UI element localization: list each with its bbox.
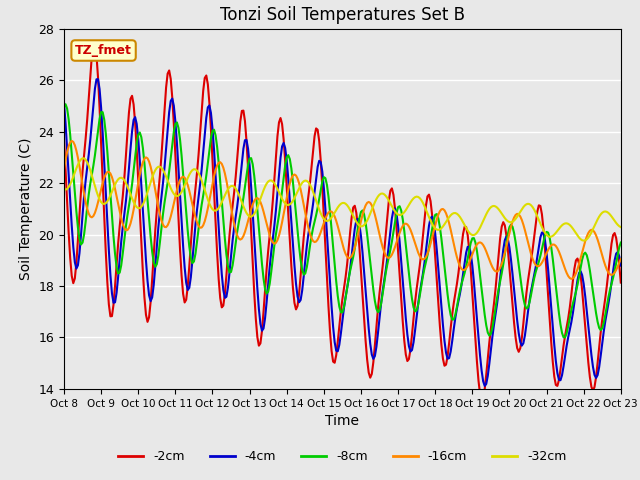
-8cm: [77, 241, 85, 247]
-4cm: [397, 258, 405, 264]
-16cm: [568, 276, 575, 282]
-2cm: [617, 280, 625, 286]
X-axis label: Time: Time: [325, 414, 360, 428]
Y-axis label: Soil Temperature (C): Soil Temperature (C): [19, 138, 33, 280]
-8cm: [61, 101, 69, 107]
Legend: -2cm, -4cm, -8cm, -16cm, -32cm: -2cm, -4cm, -8cm, -16cm, -32cm: [113, 445, 572, 468]
-8cm: [60, 105, 68, 110]
-4cm: [552, 358, 559, 364]
-32cm: [617, 224, 625, 230]
-2cm: [379, 264, 387, 270]
-4cm: [617, 263, 625, 268]
-32cm: [410, 195, 417, 201]
-32cm: [76, 159, 83, 165]
-32cm: [60, 186, 68, 192]
-2cm: [76, 212, 83, 217]
-4cm: [76, 250, 83, 256]
Line: -16cm: -16cm: [64, 141, 621, 279]
-4cm: [379, 288, 387, 294]
-8cm: [560, 335, 568, 340]
-16cm: [410, 236, 417, 241]
-16cm: [550, 242, 558, 248]
-4cm: [481, 383, 488, 389]
-4cm: [165, 109, 173, 115]
Title: Tonzi Soil Temperatures Set B: Tonzi Soil Temperatures Set B: [220, 6, 465, 24]
-16cm: [379, 244, 387, 250]
-16cm: [77, 173, 85, 179]
-8cm: [550, 269, 558, 275]
-4cm: [60, 99, 68, 105]
Text: TZ_fmet: TZ_fmet: [75, 44, 132, 57]
-2cm: [552, 382, 559, 388]
-32cm: [397, 212, 405, 217]
-4cm: [94, 76, 102, 82]
-8cm: [379, 291, 387, 297]
Line: -32cm: -32cm: [64, 158, 621, 240]
-16cm: [397, 226, 405, 232]
-32cm: [580, 238, 588, 243]
-8cm: [617, 240, 625, 245]
-32cm: [165, 181, 173, 187]
-8cm: [397, 207, 405, 213]
-16cm: [165, 219, 173, 225]
-8cm: [410, 304, 417, 310]
-32cm: [79, 156, 86, 161]
-2cm: [477, 397, 485, 403]
-16cm: [68, 138, 76, 144]
Line: -2cm: -2cm: [64, 43, 621, 400]
-2cm: [410, 315, 417, 321]
-4cm: [410, 339, 417, 345]
-16cm: [617, 256, 625, 262]
-32cm: [379, 191, 387, 196]
Line: -4cm: -4cm: [64, 79, 621, 386]
-16cm: [60, 166, 68, 172]
-2cm: [165, 68, 173, 73]
-2cm: [91, 40, 99, 46]
-32cm: [550, 232, 558, 238]
-2cm: [397, 296, 405, 301]
-8cm: [165, 168, 173, 174]
Line: -8cm: -8cm: [64, 104, 621, 337]
-2cm: [60, 136, 68, 142]
